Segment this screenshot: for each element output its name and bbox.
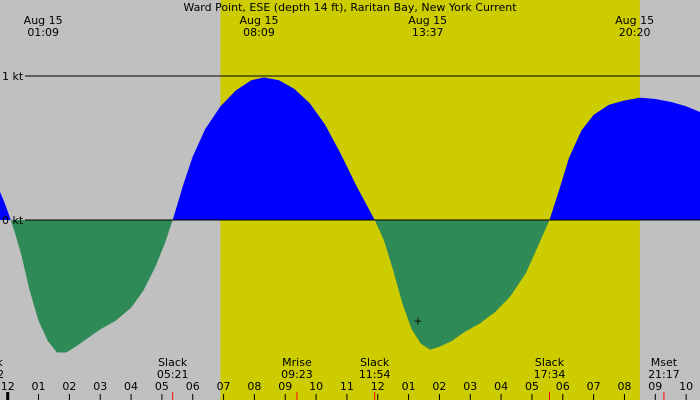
hour-tick-label: 07 <box>587 380 601 393</box>
y-tick-label: 0 kt <box>2 214 24 227</box>
bottom-event-label: Mset <box>651 356 678 369</box>
hour-tick-label: 06 <box>556 380 570 393</box>
bottom-event-label: Slack <box>360 356 390 369</box>
flood-area <box>0 77 700 220</box>
bottom-event-label: Mrise <box>282 356 312 369</box>
hour-ticks: 1112010203040506070809101112010203040506… <box>1 380 693 400</box>
hour-tick-label: 12 <box>1 380 15 393</box>
hour-tick-label: 04 <box>494 380 508 393</box>
annotations: + <box>413 314 422 327</box>
hour-tick-label: 08 <box>617 380 631 393</box>
top-event-date: Aug 15 <box>24 14 63 27</box>
hour-tick-label: 08 <box>247 380 261 393</box>
hour-tick-label: 05 <box>525 380 539 393</box>
bottom-event-time: 17:34 <box>534 368 566 381</box>
bottom-event-label: Slack <box>158 356 188 369</box>
bottom-events: Slack23:22Slack05:21Mrise09:23Slack11:54… <box>0 356 680 400</box>
top-event-date: Aug 15 <box>240 14 279 27</box>
hour-tick-label: 12 <box>371 380 385 393</box>
hour-tick-label: 04 <box>124 380 138 393</box>
top-event-time: 13:37 <box>412 26 444 39</box>
bottom-event-time: 23:22 <box>0 368 4 381</box>
hour-tick-label: 06 <box>186 380 200 393</box>
hour-tick-label: 02 <box>432 380 446 393</box>
hour-tick-label: 03 <box>93 380 107 393</box>
y-tick-label: 1 kt <box>2 70 24 83</box>
hour-tick-label: 01 <box>402 380 416 393</box>
hour-tick-label: 10 <box>309 380 323 393</box>
hour-tick-label: 11 <box>340 380 354 393</box>
hour-tick-label: 09 <box>278 380 292 393</box>
bottom-event-label: Slack <box>535 356 565 369</box>
hour-tick-label: 02 <box>62 380 76 393</box>
ebb-fill <box>0 220 700 353</box>
top-event-time: 01:09 <box>27 26 59 39</box>
bottom-event-time: 09:23 <box>281 368 313 381</box>
hour-tick-label: 07 <box>217 380 231 393</box>
top-event-date: Aug 15 <box>615 14 654 27</box>
bottom-event-time: 11:54 <box>359 368 391 381</box>
bottom-event-label: Slack <box>0 356 4 369</box>
hour-tick-label: 01 <box>32 380 46 393</box>
ebb-area <box>0 220 700 353</box>
y-gridlines <box>25 75 700 221</box>
top-event-time: 08:09 <box>243 26 275 39</box>
flood-fill <box>0 77 700 220</box>
hour-tick-label: 10 <box>679 380 693 393</box>
top-event-time: 20:20 <box>619 26 651 39</box>
hour-tick-label: 05 <box>155 380 169 393</box>
top-event-date: Aug 15 <box>408 14 447 27</box>
hour-tick-label: 03 <box>463 380 477 393</box>
bottom-event-time: 05:21 <box>157 368 189 381</box>
hour-tick-label: 09 <box>648 380 662 393</box>
bottom-event-time: 21:17 <box>648 368 680 381</box>
crosshair-marker: + <box>413 314 422 327</box>
y-axis-labels: 1 kt 0 kt <box>2 70 24 227</box>
chart-title: Ward Point, ESE (depth 14 ft), Raritan B… <box>183 1 517 14</box>
